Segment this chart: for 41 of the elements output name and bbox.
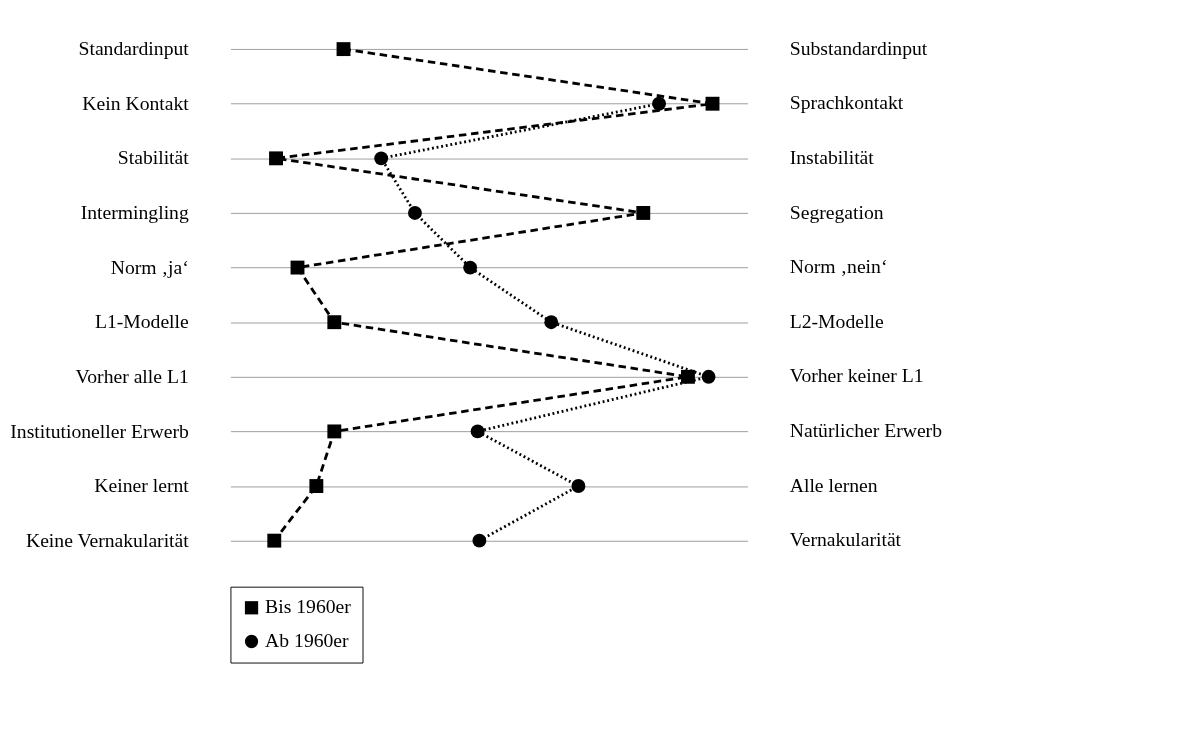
y-tick-label: Vorher alle L1 [75, 364, 189, 387]
point [374, 151, 389, 166]
y-tick-label: Stabilität [117, 146, 190, 169]
point [652, 96, 666, 111]
y2-tick-label: Vernakularität [789, 528, 902, 551]
y2-tick-label: Instabilität [789, 145, 875, 168]
point [681, 369, 695, 384]
y2-tick-label: Vorher keiner L1 [789, 364, 924, 387]
point [463, 260, 478, 275]
y-tick-label: L1-Modelle [94, 310, 190, 333]
point [309, 479, 324, 493]
y2-tick-label: Norm ‚nein‘ [789, 255, 888, 278]
y2-tick-label: L2-Modelle [789, 309, 884, 332]
point [705, 96, 720, 111]
y-tick-label: Standardinput [78, 37, 190, 60]
y-tick-label: Keiner lernt [94, 474, 190, 497]
point [327, 424, 342, 439]
point [571, 479, 586, 493]
y-tick-label: Norm ‚ja‘ [110, 255, 189, 278]
point [327, 315, 342, 330]
point [701, 369, 716, 384]
y2-tick-label: Segregation [789, 200, 884, 223]
point [267, 533, 282, 548]
y2-tick-label: Natürlicher Erwerb [789, 419, 943, 442]
point [290, 260, 305, 275]
point [408, 206, 422, 220]
legend-label: Ab 1960er [265, 629, 350, 652]
y-tick-label: Intermingling [80, 201, 189, 224]
point [636, 206, 651, 220]
point [269, 151, 283, 166]
y2-tick-label: Sprachkontakt [789, 91, 904, 114]
y-tick-label: Kein Kontakt [82, 91, 190, 114]
y2-tick-label: Substandardinput [789, 36, 928, 59]
y-tick-label: Institutioneller Erwerb [10, 419, 189, 442]
y-tick-label: Keine Vernakularität [25, 528, 190, 551]
y2-tick-label: Alle lernen [789, 473, 878, 496]
point [472, 533, 487, 548]
point [336, 42, 351, 57]
point [470, 424, 485, 439]
legend-label: Bis 1960er [265, 595, 352, 618]
point [544, 315, 559, 330]
